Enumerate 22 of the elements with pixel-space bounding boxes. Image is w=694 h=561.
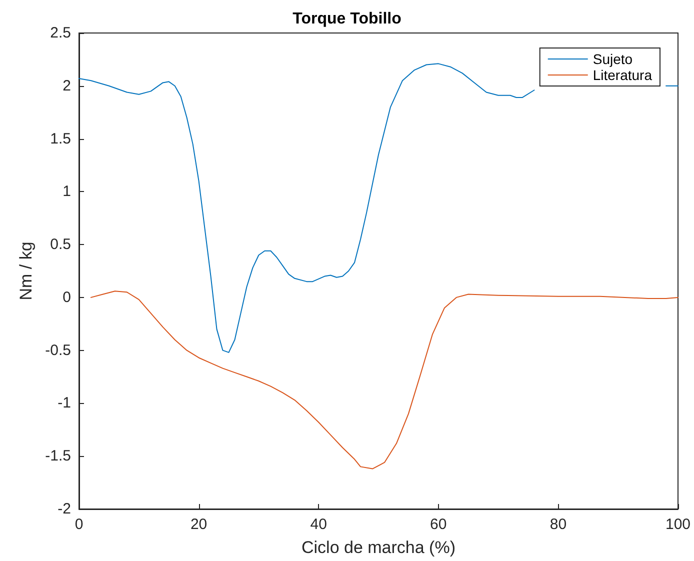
legend-label: Sujeto xyxy=(592,51,633,67)
x-tick-label: 60 xyxy=(430,516,447,533)
legend-label: Literatura xyxy=(592,67,652,83)
x-axis-title: Ciclo de marcha (%) xyxy=(302,538,456,557)
y-axis-title: Nm / kg xyxy=(16,242,36,300)
y-tick-label: -1.5 xyxy=(45,448,71,465)
y-tick-label: 2 xyxy=(62,77,71,94)
y-tick-label: 0.5 xyxy=(50,236,71,254)
line-series xyxy=(90,290,678,470)
x-tick-label: 80 xyxy=(550,516,567,533)
y-tick-label: -1 xyxy=(58,394,71,412)
chart-title: Torque Tobillo xyxy=(292,10,402,28)
x-tick-label: 40 xyxy=(310,516,327,533)
y-tick-label: 1.5 xyxy=(50,130,71,148)
x-tick-label: 0 xyxy=(74,516,84,533)
y-tick-label: -2 xyxy=(58,500,71,518)
y-tick-label: 2.5 xyxy=(50,24,71,42)
y-tick-label: -0.5 xyxy=(45,342,71,359)
y-tick-label: 1 xyxy=(62,183,71,200)
y-tick-label: 0 xyxy=(62,288,71,306)
x-tick-label: 100 xyxy=(665,516,691,533)
x-tick-label: 20 xyxy=(190,516,208,533)
